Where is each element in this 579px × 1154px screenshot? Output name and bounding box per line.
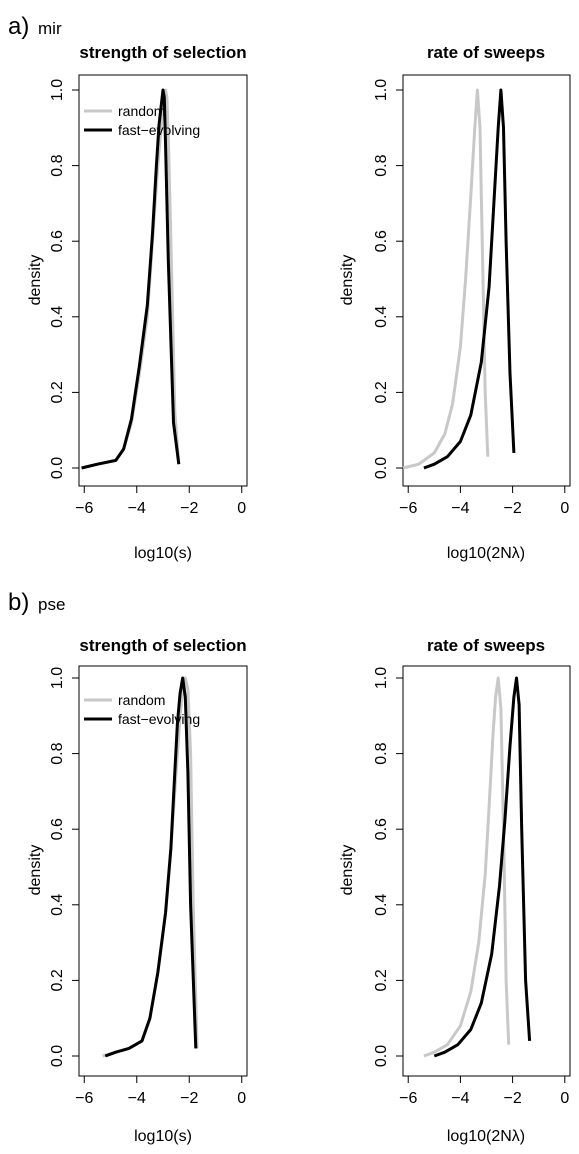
y-axis-ticks: 0.0 0.2 0.4 0.6 0.8 1.0 (49, 79, 79, 479)
plot-title: strength of selection (79, 43, 246, 62)
y-axis-label: density (339, 255, 356, 306)
x-tick-label: 0 (237, 500, 246, 517)
panel-subtitle-b: pse (38, 595, 65, 614)
x-tick-label: −4 (128, 1090, 146, 1107)
y-tick-label: 0.2 (49, 969, 66, 991)
plot-frame (78, 74, 248, 487)
x-tick-label: −2 (180, 500, 198, 517)
x-axis-ticks: −6 −4 −2 0 (399, 1076, 569, 1107)
series-lines (402, 88, 516, 470)
x-axis-label: log10(s) (134, 1128, 192, 1145)
legend: random fast−evolving (84, 103, 200, 138)
series-line-random (402, 88, 490, 470)
y-tick-label: 0.0 (49, 1045, 66, 1067)
x-axis-label: log10(2Nλ) (447, 545, 525, 562)
y-axis-ticks: 0.0 0.2 0.4 0.6 0.8 1.0 (373, 79, 403, 479)
x-tick-label: −2 (503, 500, 521, 517)
x-axis-ticks: −6 −4 −2 0 (75, 1076, 246, 1107)
series-lines (102, 676, 199, 1058)
y-tick-label: 0.2 (49, 381, 66, 403)
legend: random fast−evolving (84, 692, 200, 727)
y-tick-label: 0.2 (373, 969, 390, 991)
y-axis-label: density (27, 845, 44, 896)
y-tick-label: 0.8 (373, 742, 390, 764)
y-tick-label: 1.0 (373, 667, 390, 689)
y-tick-label: 0.8 (49, 742, 66, 764)
plot-strength-of-selection-pse: strength of selection density log10(s) 0… (27, 636, 248, 1145)
legend-label-random: random (118, 692, 165, 708)
y-tick-label: 0.8 (49, 154, 66, 176)
x-tick-label: −6 (399, 500, 417, 517)
panel-letter-a: a) (8, 13, 29, 40)
x-tick-label: −2 (180, 1090, 198, 1107)
x-tick-label: 0 (560, 1090, 569, 1107)
x-tick-label: −4 (451, 500, 469, 517)
y-tick-label: 0.0 (373, 1045, 390, 1067)
y-tick-label: 0.0 (49, 457, 66, 479)
series-line-random (102, 676, 199, 1058)
legend-label-random: random (118, 103, 165, 119)
x-tick-label: 0 (560, 500, 569, 517)
x-tick-label: −4 (128, 500, 146, 517)
plot-rate-of-sweeps-pse: rate of sweeps density log10(2Nλ) 0.0 0.2… (339, 636, 571, 1145)
y-axis-label: density (339, 845, 356, 896)
series-lines (81, 88, 181, 470)
y-tick-label: 0.8 (373, 154, 390, 176)
y-tick-label: 0.4 (373, 894, 390, 916)
y-tick-label: 0.6 (49, 230, 66, 252)
x-axis-ticks: −6 −4 −2 0 (75, 486, 246, 517)
plot-frame (78, 665, 248, 1077)
x-tick-label: −4 (451, 1090, 469, 1107)
panel-letter-b: b) (8, 589, 29, 616)
y-tick-label: 1.0 (49, 79, 66, 101)
y-axis-label: density (27, 255, 44, 306)
panel-subtitle-a: mir (38, 19, 62, 38)
plot-title: rate of sweeps (427, 43, 545, 62)
x-axis-label: log10(2Nλ) (447, 1128, 525, 1145)
x-tick-label: −6 (75, 500, 93, 517)
plot-frame (402, 74, 571, 487)
plot-title: strength of selection (79, 636, 246, 655)
legend-label-fast-evolving: fast−evolving (118, 711, 200, 727)
plot-rate-of-sweeps-mir: rate of sweeps density log10(2Nλ) 0.0 0.2… (339, 43, 571, 562)
y-axis-ticks: 0.0 0.2 0.4 0.6 0.8 1.0 (49, 667, 79, 1067)
x-axis-ticks: −6 −4 −2 0 (399, 486, 569, 517)
plot-strength-of-selection-mir: strength of selection density log10(s) 0… (27, 43, 248, 562)
series-lines (423, 676, 532, 1058)
series-line-fast-evolving (81, 88, 181, 470)
x-tick-label: 0 (237, 1090, 246, 1107)
legend-label-fast-evolving: fast−evolving (118, 122, 200, 138)
series-line-fast-evolving (433, 676, 532, 1058)
y-tick-label: 1.0 (373, 79, 390, 101)
y-tick-label: 0.4 (49, 894, 66, 916)
x-tick-label: −2 (503, 1090, 521, 1107)
y-tick-label: 0.6 (373, 230, 390, 252)
y-tick-label: 0.0 (373, 457, 390, 479)
y-tick-label: 0.6 (49, 818, 66, 840)
series-line-random (423, 676, 511, 1058)
plot-frame (402, 665, 571, 1077)
y-tick-label: 0.4 (373, 306, 390, 328)
y-tick-label: 0.2 (373, 381, 390, 403)
x-tick-label: −6 (399, 1090, 417, 1107)
y-tick-label: 0.4 (49, 306, 66, 328)
y-tick-label: 1.0 (49, 667, 66, 689)
series-line-fast-evolving (423, 88, 516, 470)
plot-title: rate of sweeps (427, 636, 545, 655)
y-tick-label: 0.6 (373, 818, 390, 840)
x-tick-label: −6 (75, 1090, 93, 1107)
y-axis-ticks: 0.0 0.2 0.4 0.6 0.8 1.0 (373, 667, 403, 1067)
x-axis-label: log10(s) (134, 545, 192, 562)
series-line-fast-evolving (104, 676, 198, 1058)
